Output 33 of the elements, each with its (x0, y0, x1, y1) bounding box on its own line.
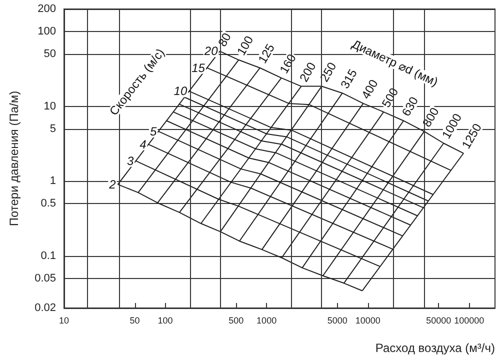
x-tick-label: 1000 (256, 316, 277, 326)
y-axis-title: Потери давления (Па/м) (7, 90, 21, 226)
series-label: 10 (174, 84, 188, 98)
text: 200 (296, 60, 319, 84)
series-label: 5 (150, 124, 157, 138)
series-label: 20 (203, 44, 218, 58)
series-label: 4 (140, 137, 147, 152)
x-tick-label: 100000 (454, 316, 484, 326)
x-tick-label: 5000 (327, 316, 348, 326)
x-tick-label: 100 (158, 316, 173, 326)
y-tick-label: 5 (50, 122, 56, 135)
x-tick-label: 50 (130, 316, 140, 326)
y-tick-label: 0.02 (34, 302, 56, 314)
text: 630 (398, 94, 422, 119)
y-tick-label: 200 (38, 3, 56, 15)
y-tick-label: 100 (38, 26, 56, 38)
text: 125 (255, 41, 278, 66)
x-axis-title: Расход воздуха (м³/ч) (375, 341, 496, 355)
x-tick-label: 10 (58, 316, 70, 326)
y-tick-label: 50 (44, 48, 56, 60)
text: 100 (234, 33, 256, 58)
y-tick-label: 10 (44, 100, 56, 112)
series-label: 15 (192, 60, 206, 75)
series-label: 3 (126, 154, 134, 168)
series-label: 2 (108, 177, 116, 192)
y-tick-label: 0.5 (40, 198, 56, 210)
y-tick-label: 0.1 (40, 250, 56, 262)
y-tick-label: 0.05 (34, 272, 56, 284)
text: 800 (420, 104, 442, 130)
y-tick-label: 1 (50, 175, 56, 187)
x-tick-label: 10000 (355, 316, 380, 326)
x-tick-label: 500 (228, 316, 244, 326)
x-tick-label: 50000 (426, 316, 452, 326)
